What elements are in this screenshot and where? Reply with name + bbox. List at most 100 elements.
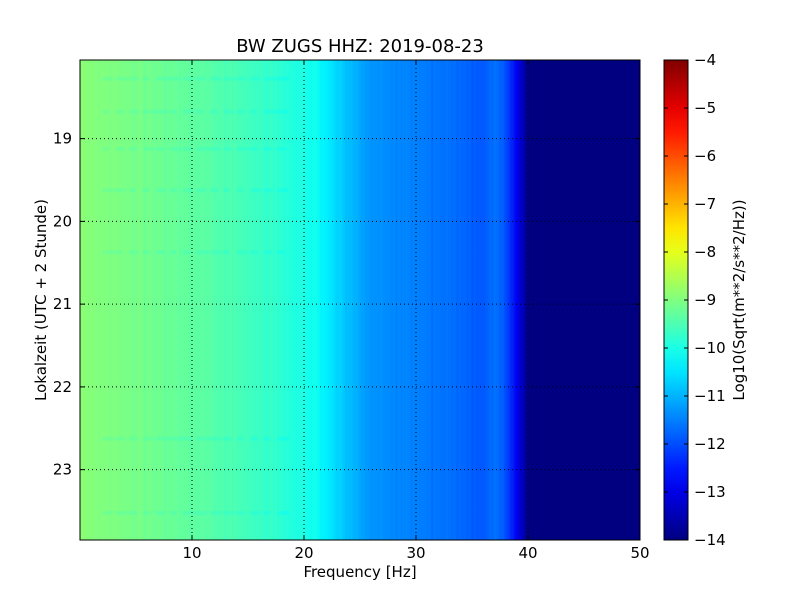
- heatmap-streak: [421, 60, 423, 540]
- heatmap-streak: [300, 60, 303, 540]
- x-tick-label: 30: [406, 544, 425, 562]
- heatmap-streak: [138, 60, 142, 540]
- heatmap-band: [129, 436, 138, 441]
- heatmap-streak: [279, 60, 282, 540]
- heatmap-streak: [88, 60, 90, 540]
- colorbar-label: Log10(Sqrt(m**2/s**2/Hz)): [730, 199, 748, 400]
- heatmap-band: [277, 436, 289, 441]
- heatmap-band: [223, 146, 233, 151]
- heatmap-streak: [93, 60, 96, 540]
- heatmap-band: [129, 76, 139, 81]
- heatmap-band: [236, 146, 250, 151]
- heatmap-band: [142, 188, 150, 193]
- x-tick-label: 10: [182, 544, 201, 562]
- heatmap-band: [263, 511, 271, 515]
- heatmap-band: [263, 188, 274, 193]
- heatmap-streak: [189, 60, 192, 540]
- heatmap-band: [142, 146, 154, 151]
- heatmap-streak: [320, 60, 323, 540]
- heatmap-band: [236, 436, 244, 441]
- x-axis-label: Frequency [Hz]: [303, 563, 416, 581]
- heatmap-band: [277, 511, 289, 515]
- heatmap-band: [223, 511, 236, 515]
- heatmap-streak: [355, 60, 358, 540]
- heatmap-band: [263, 109, 278, 114]
- heatmap-streak: [481, 60, 484, 540]
- heatmap-band: [142, 250, 151, 255]
- heatmap-streak: [451, 60, 453, 540]
- x-tick-label: 20: [294, 544, 313, 562]
- heatmap-band: [209, 188, 219, 193]
- heatmap-band: [196, 109, 204, 114]
- heatmap-streak: [179, 60, 182, 540]
- colorbar-tick-label: −7: [694, 195, 716, 213]
- heatmap-band: [129, 146, 137, 151]
- heatmap-streak: [436, 60, 439, 540]
- heatmap-streak: [405, 60, 408, 540]
- heatmap-streak: [380, 60, 382, 540]
- colorbar-tick-label: −13: [694, 483, 726, 501]
- heatmap-streak: [194, 60, 197, 540]
- heatmap-band: [236, 250, 248, 255]
- heatmap-streak: [269, 60, 273, 540]
- heatmap-band: [209, 250, 223, 255]
- heatmap-streak: [411, 60, 412, 540]
- heatmap-band: [156, 511, 165, 515]
- heatmap-band: [129, 109, 139, 114]
- heatmap-band: [102, 250, 116, 255]
- chart-title: BW ZUGS HHZ: 2019-08-23: [236, 36, 484, 57]
- heatmap-streak: [471, 60, 474, 540]
- heatmap-band: [223, 250, 230, 255]
- heatmap-band: [263, 146, 273, 151]
- heatmap-streak: [83, 60, 86, 540]
- heatmap-band: [102, 76, 114, 81]
- heatmap-band: [102, 109, 109, 114]
- heatmap-streak: [214, 60, 216, 540]
- heatmap-streak: [466, 60, 468, 540]
- heatmap-band: [223, 188, 230, 193]
- heatmap-streak: [370, 60, 372, 540]
- heatmap-streak: [199, 60, 201, 540]
- heatmap-streak: [295, 60, 297, 540]
- heatmap-streak: [400, 60, 403, 540]
- heatmap-streak: [103, 60, 106, 540]
- heatmap-band: [277, 109, 288, 114]
- heatmap-streak: [229, 60, 232, 540]
- heatmap-band: [236, 76, 247, 81]
- heatmap-band: [223, 436, 233, 441]
- heatmap-streak: [325, 60, 328, 540]
- heatmap-band: [209, 109, 218, 114]
- heatmap-band: [250, 76, 260, 81]
- heatmap-base: [80, 60, 640, 540]
- heatmap-streak: [169, 60, 171, 540]
- heatmap-streak: [365, 60, 367, 540]
- heatmap-band: [196, 436, 211, 441]
- heatmap-band: [115, 146, 125, 151]
- heatmap-streak: [128, 60, 131, 540]
- heatmap-band: [129, 250, 139, 255]
- colorbar-tick-label: −12: [694, 435, 726, 453]
- heatmap-streak: [486, 60, 489, 540]
- x-tick-label: 50: [630, 544, 649, 562]
- heatmap-band: [169, 436, 184, 441]
- heatmap-band: [183, 109, 195, 114]
- heatmap-band: [250, 436, 258, 441]
- heatmap-streak: [360, 60, 363, 540]
- heatmap-streak: [345, 60, 347, 540]
- heatmap-streak: [153, 60, 156, 540]
- heatmap-streak: [516, 60, 519, 540]
- heatmap-band: [156, 188, 167, 193]
- heatmap-streak: [385, 60, 387, 540]
- heatmap-band: [156, 250, 166, 255]
- colorbar-tick-label: −4: [694, 51, 716, 69]
- heatmap-band: [169, 511, 177, 515]
- heatmap-band: [209, 436, 223, 441]
- heatmap-band: [250, 511, 261, 515]
- plot-area: [80, 60, 640, 540]
- heatmap-streak: [244, 60, 247, 540]
- heatmap-streak: [501, 60, 504, 540]
- heatmap-streak: [521, 60, 525, 540]
- heatmap-streak: [204, 60, 206, 540]
- x-tick-label: 40: [518, 544, 537, 562]
